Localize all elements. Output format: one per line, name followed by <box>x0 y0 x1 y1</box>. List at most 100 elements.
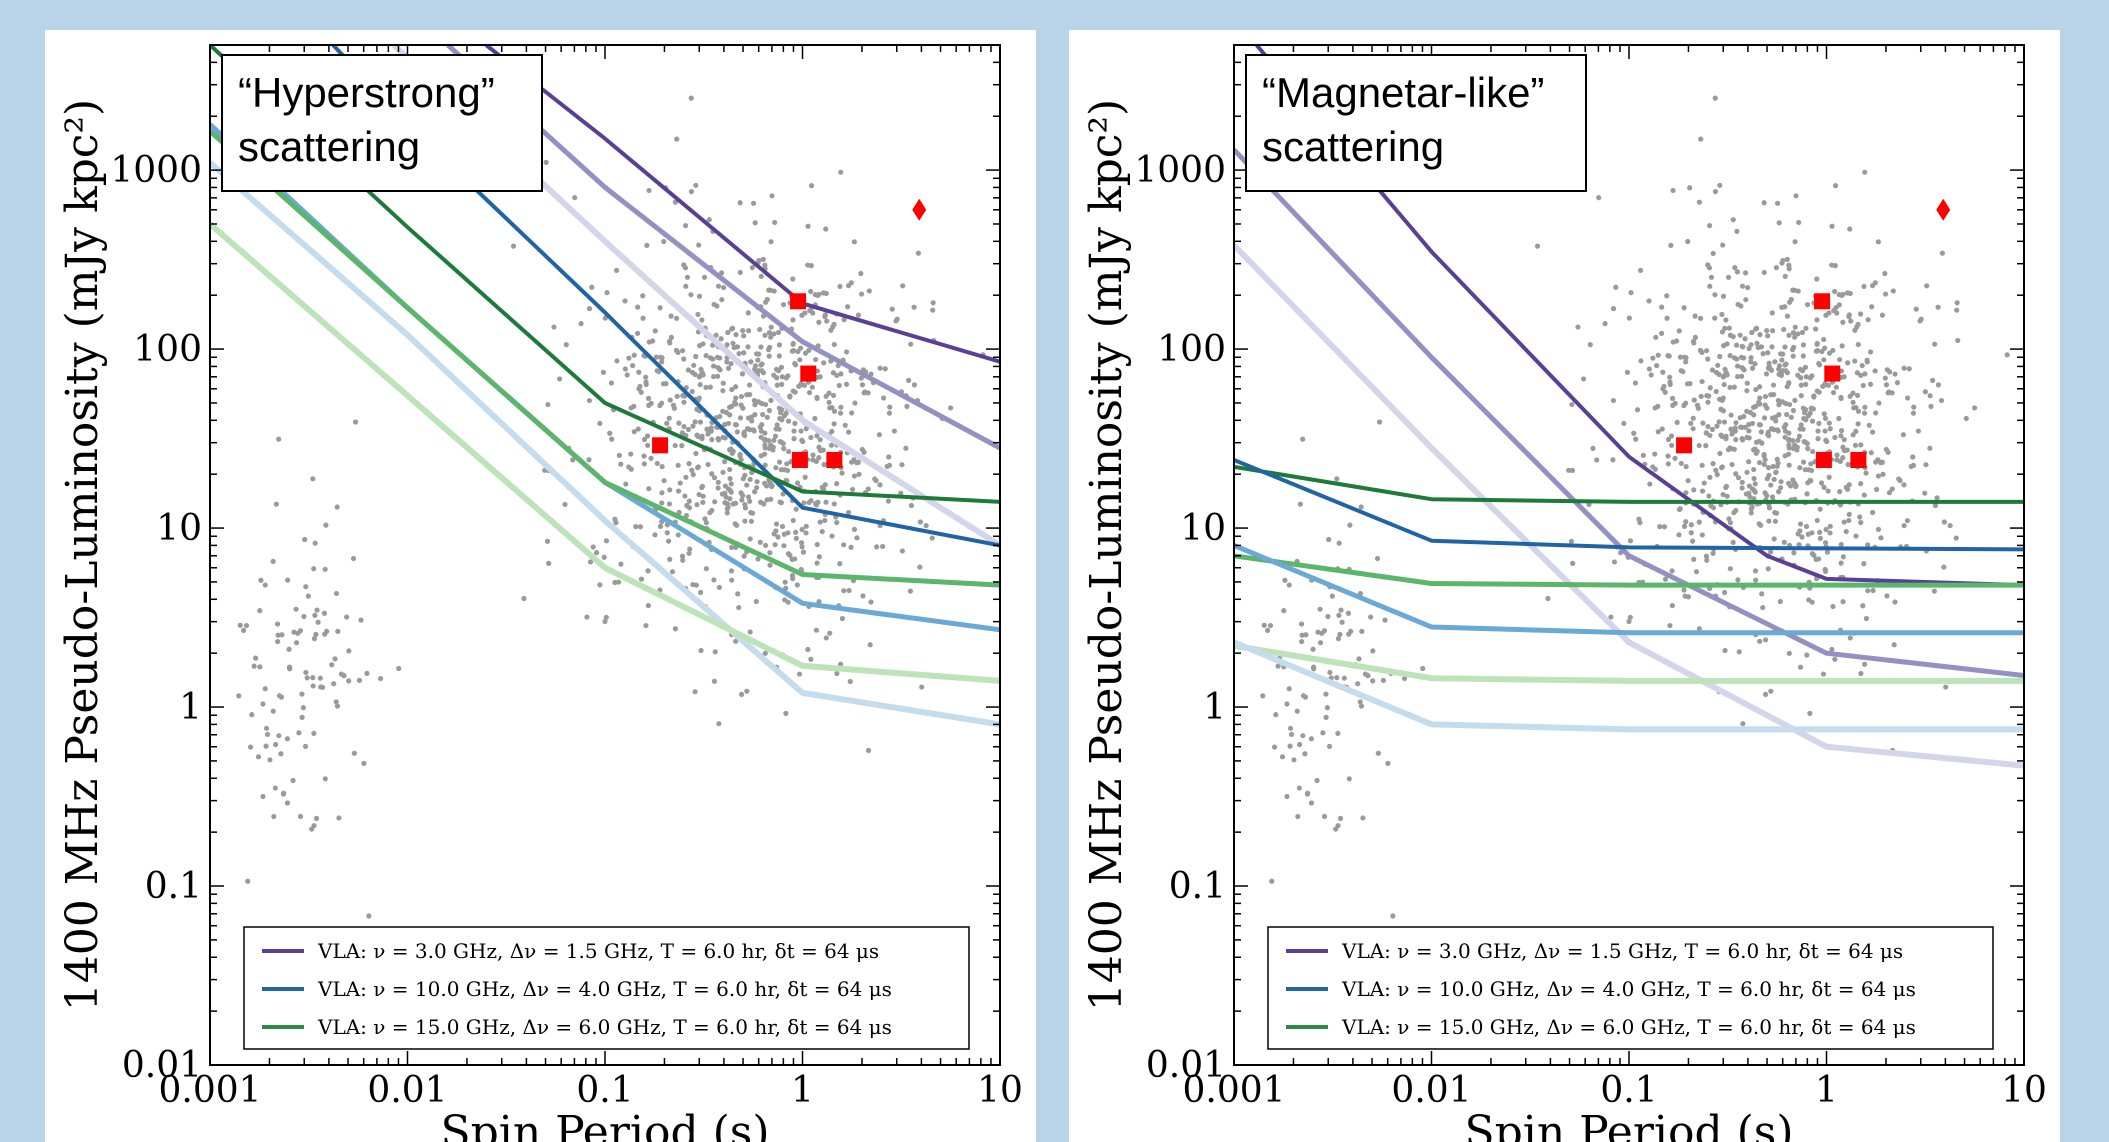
population-point <box>1282 577 1288 583</box>
population-point <box>1906 366 1912 372</box>
population-point <box>1923 462 1929 468</box>
population-point <box>1800 459 1807 465</box>
population-point <box>648 455 654 461</box>
population-point <box>794 480 801 486</box>
population-point <box>333 699 339 705</box>
population-point <box>272 741 279 748</box>
population-point <box>1869 283 1876 289</box>
population-point <box>771 288 777 294</box>
population-point <box>744 392 750 398</box>
population-point <box>563 342 569 348</box>
population-point <box>1566 467 1572 473</box>
population-point <box>1636 516 1642 522</box>
population-point <box>1390 913 1396 919</box>
population-point <box>1886 490 1893 496</box>
population-point <box>733 384 739 390</box>
population-point <box>885 498 892 504</box>
population-point <box>1804 491 1810 497</box>
population-point <box>700 499 706 505</box>
population-point <box>1646 298 1652 304</box>
population-point <box>1733 437 1739 443</box>
population-point <box>1729 461 1735 468</box>
population-point <box>296 730 302 736</box>
population-point <box>1815 428 1821 434</box>
population-point <box>1927 445 1933 451</box>
population-point <box>779 417 785 423</box>
population-point <box>1668 242 1674 248</box>
population-point <box>876 432 882 438</box>
population-point <box>648 400 654 406</box>
population-point <box>1784 411 1790 418</box>
population-point <box>645 442 651 448</box>
population-point <box>1727 566 1733 572</box>
population-point <box>1748 506 1754 512</box>
population-point <box>276 436 282 442</box>
population-point <box>1781 326 1787 333</box>
population-point <box>1852 442 1859 448</box>
population-point <box>682 493 688 499</box>
population-point <box>344 614 350 620</box>
population-point <box>805 223 811 229</box>
population-point <box>1346 631 1352 637</box>
population-point <box>636 369 642 375</box>
population-point <box>805 646 811 653</box>
population-point <box>1761 461 1767 468</box>
population-point <box>1757 332 1763 338</box>
population-point <box>1683 359 1689 365</box>
population-point <box>263 725 270 731</box>
population-point <box>1660 369 1666 375</box>
population-point <box>1832 656 1838 662</box>
population-point <box>712 499 718 505</box>
population-point <box>562 501 568 508</box>
population-point <box>1862 371 1868 377</box>
population-point <box>1947 522 1953 529</box>
red-square-marker <box>1815 452 1832 469</box>
population-point <box>311 566 317 572</box>
population-point <box>1672 455 1678 461</box>
population-point <box>1855 421 1861 427</box>
population-point <box>586 397 593 404</box>
population-point <box>1652 451 1658 457</box>
population-point <box>1734 228 1740 234</box>
population-point <box>1821 484 1827 490</box>
population-point <box>284 736 290 742</box>
population-point <box>1762 402 1768 408</box>
population-point <box>1760 604 1766 611</box>
population-point <box>707 384 713 390</box>
population-point <box>683 474 689 480</box>
population-point <box>1719 311 1725 318</box>
scattering-label-box <box>1245 54 1587 192</box>
population-point <box>1325 613 1331 620</box>
population-point <box>690 471 696 478</box>
population-point <box>572 195 578 201</box>
population-point <box>1727 384 1733 391</box>
population-point <box>668 334 675 340</box>
population-point <box>1827 523 1833 529</box>
population-point <box>1667 374 1673 380</box>
population-point <box>1773 469 1779 476</box>
population-point <box>1934 495 1940 501</box>
population-point <box>752 489 758 495</box>
population-point <box>264 731 271 738</box>
population-point <box>1837 458 1843 464</box>
population-point <box>1748 510 1754 516</box>
population-point <box>1825 488 1831 494</box>
population-point <box>1790 445 1796 452</box>
population-point <box>1356 656 1362 662</box>
population-point <box>703 566 709 572</box>
population-point <box>1826 474 1832 480</box>
population-point <box>867 642 873 648</box>
population-point <box>1720 242 1726 248</box>
population-point <box>1795 331 1801 337</box>
population-point <box>1808 405 1814 411</box>
population-point <box>251 663 257 669</box>
population-point <box>727 475 733 482</box>
population-point <box>899 462 905 468</box>
population-point <box>1768 426 1775 432</box>
population-point <box>1932 502 1939 509</box>
population-point <box>1809 418 1816 424</box>
population-point <box>295 630 301 636</box>
x-axis-title: Spin Period (s) <box>440 1107 769 1142</box>
population-point <box>865 747 872 754</box>
